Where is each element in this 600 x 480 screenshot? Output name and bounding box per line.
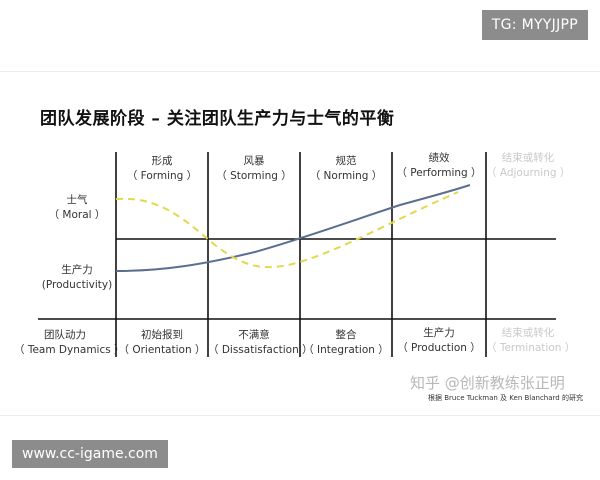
dynamics-production: 生产力 （ Production ） (392, 326, 486, 356)
zhihu-watermark: 知乎 @创新教练张正明 (410, 374, 565, 392)
dynamics-integration-en: （ Integration ） (303, 344, 389, 356)
dynamics-integration: 整合 （ Integration ） (300, 328, 392, 358)
bottom-divider (0, 415, 600, 416)
dynamics-orientation: 初始报到 （ Orientation ） (116, 328, 208, 358)
dynamics-production-en: （ Production ） (397, 342, 481, 354)
stage-norming-en: （ Norming ） (309, 170, 383, 182)
dynamics-termination-name: 结束或转化 (501, 327, 555, 339)
stage-adjourning-en: （ Adjourning ） (486, 167, 571, 179)
stage-storming-label: 风暴 （ Storming ） (208, 154, 300, 184)
stage-storming-name: 风暴 (243, 155, 265, 167)
stage-forming-label: 形成 （ Forming ） (116, 154, 208, 184)
morale-curve (115, 191, 459, 269)
dynamics-dissatisfaction-en: （ Dissatisfaction ） (208, 344, 313, 356)
site-badge[interactable]: www.cc-igame.com (12, 440, 168, 468)
tg-badge[interactable]: TG: MYYJJPP (481, 10, 588, 40)
dynamics-integration-name: 整合 (335, 329, 357, 341)
dynamics-orientation-en: （ Orientation ） (118, 344, 206, 356)
stage-storming-en: （ Storming ） (216, 170, 292, 182)
morale-label: 士气 (66, 194, 88, 206)
dynamics-row-label: 团队动力 （ Team Dynamics ） (14, 328, 125, 358)
stage-norming-name: 规范 (335, 155, 357, 167)
dynamics-dissatisfaction-name: 不满意 (238, 329, 270, 341)
morale-row-label: 士气 （ Moral ） (40, 193, 114, 223)
dynamics-label-en: （ Team Dynamics ） (14, 344, 125, 356)
productivity-label-en: (Productivity) (41, 279, 113, 291)
top-divider (0, 71, 600, 72)
source-credit: 根据 Bruce Tuckman 及 Ken Blanchard 的研究 (428, 394, 583, 402)
stage-adjourning-label: 结束或转化 （ Adjourning ） (486, 151, 570, 181)
stage-forming-en: （ Forming ） (126, 170, 198, 182)
stage-performing-name: 绩效 (428, 152, 450, 164)
stage-performing-label: 绩效 （ Performing ） (392, 151, 486, 181)
stage-performing-en: （ Performing ） (396, 167, 482, 179)
dynamics-production-name: 生产力 (423, 327, 455, 339)
productivity-row-label: 生产力 (Productivity) (38, 263, 116, 293)
stage-norming-label: 规范 （ Norming ） (300, 154, 392, 184)
stage-forming-name: 形成 (151, 155, 173, 167)
morale-label-en: （ Moral ） (48, 209, 106, 221)
dynamics-label: 团队动力 (44, 329, 86, 341)
dynamics-orientation-name: 初始报到 (141, 329, 183, 341)
productivity-label: 生产力 (61, 264, 93, 276)
dynamics-termination-en: （ Termination ） (486, 342, 576, 354)
stage-adjourning-name: 结束或转化 (501, 152, 555, 164)
dynamics-dissatisfaction: 不满意 （ Dissatisfaction ） (208, 328, 313, 358)
dynamics-termination: 结束或转化 （ Termination ） (486, 326, 576, 356)
productivity-curve (115, 184, 471, 272)
diagram-title: 团队发展阶段 – 关注团队生产力与士气的平衡 (40, 109, 395, 129)
